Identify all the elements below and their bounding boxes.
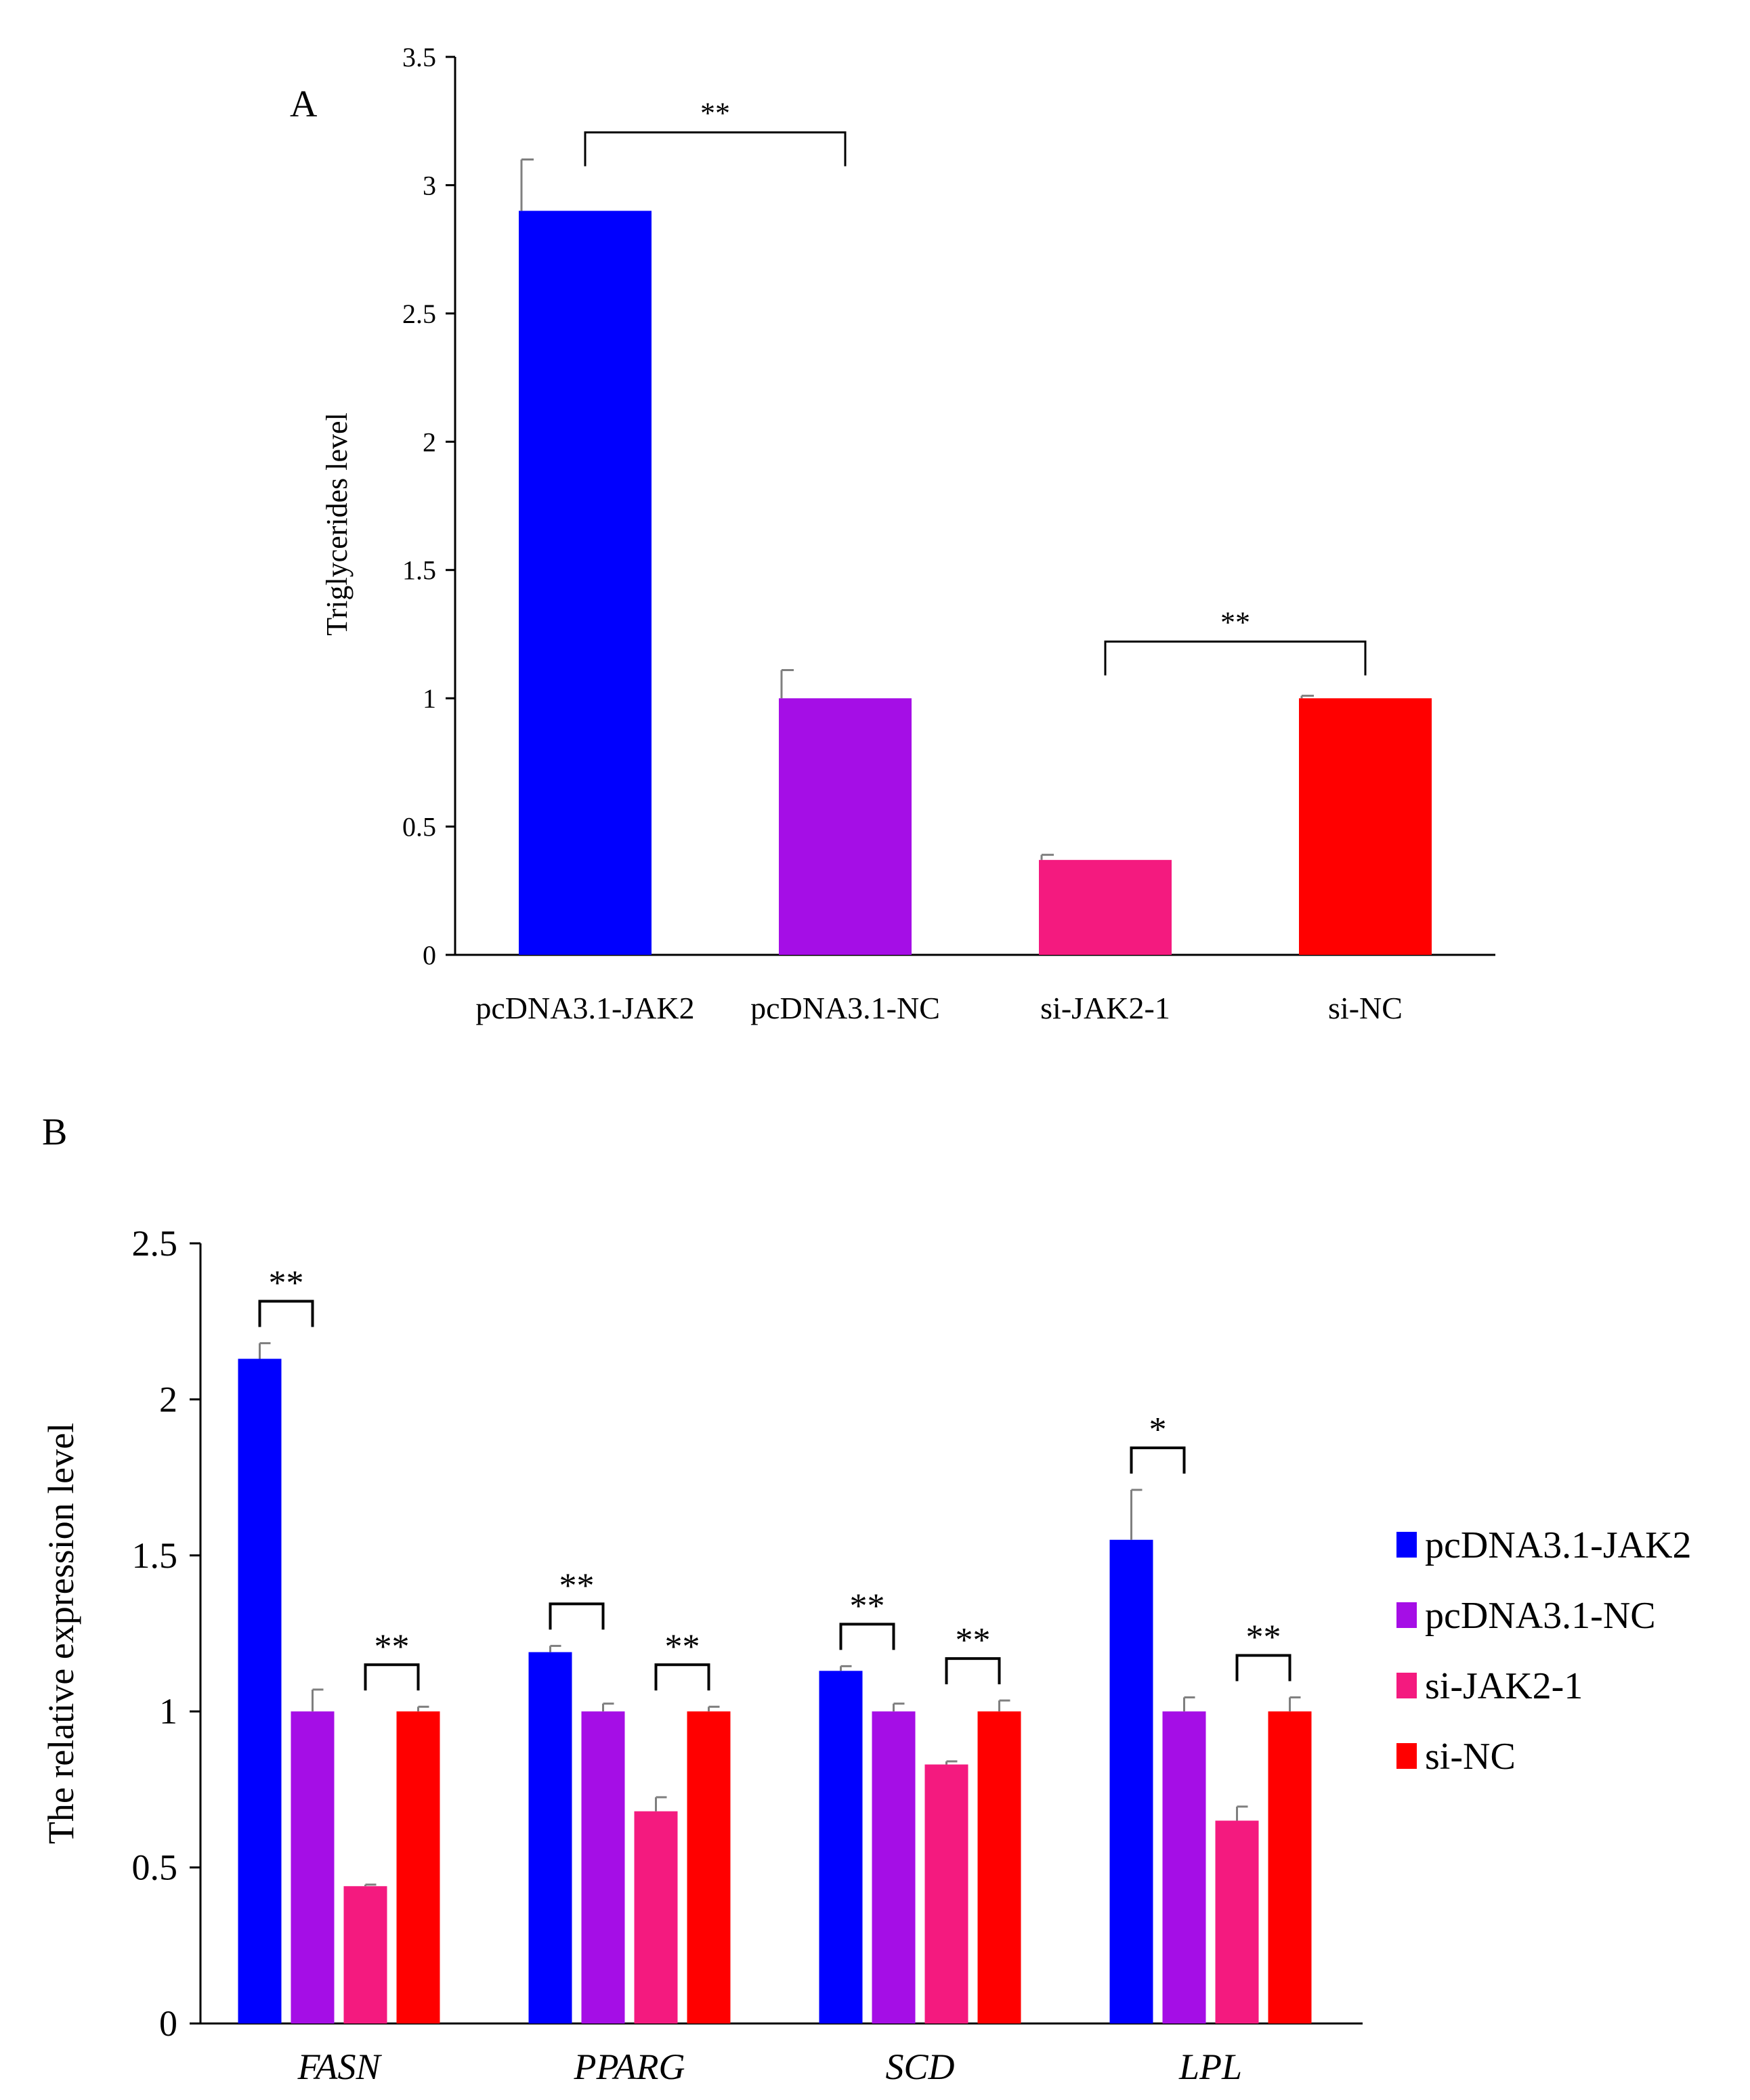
panel-b-significance-label: ** bbox=[956, 1621, 991, 1660]
panel-b-x-tick-label: LPL bbox=[1178, 2047, 1242, 2087]
panel-a-bar-2 bbox=[779, 698, 912, 955]
panel-b-y-tick-label: 0.5 bbox=[132, 1847, 178, 1888]
panel-b-significance-bracket bbox=[1130, 1447, 1186, 1474]
legend-swatch-3 bbox=[1396, 1673, 1417, 1698]
panel-b-significance-bracket bbox=[364, 1663, 420, 1691]
panel-b-significance-label: ** bbox=[559, 1566, 595, 1605]
legend-label-3: si-JAK2-1 bbox=[1425, 1665, 1583, 1707]
panel-a-x-labels: pcDNA3.1-JAK2 pcDNA3.1-NC si-JAK2-1 si-NC bbox=[475, 991, 1403, 1025]
panel-a-y-tick-label: 2 bbox=[423, 427, 436, 457]
panel-a: A Triglycerides level 0 0.5 1 1.5 2 2.5 3 3.5 p… bbox=[290, 42, 1495, 1025]
panel-a-y-tick-label: 0 bbox=[423, 940, 436, 970]
panel-b-y-tick-label: 2.5 bbox=[132, 1223, 178, 1264]
panel-b-bar-1-2 bbox=[291, 1711, 335, 2023]
panel-b-x-tick-label: SCD bbox=[885, 2047, 954, 2087]
panel-b-label: B bbox=[42, 1111, 67, 1153]
panel-b-x-tick-label: PPARG bbox=[574, 2047, 685, 2087]
panel-b-significance-bracket bbox=[839, 1623, 895, 1650]
panel-a-x-tick-label: si-NC bbox=[1328, 991, 1403, 1025]
panel-a-x-tick-label: si-JAK2-1 bbox=[1040, 991, 1170, 1025]
panel-a-y-tick-label: 0.5 bbox=[402, 812, 436, 842]
panel-b-significance-bracket bbox=[945, 1657, 1001, 1685]
legend-swatch-2 bbox=[1396, 1602, 1417, 1628]
panel-b-x-tick-label: FASN bbox=[297, 2047, 382, 2087]
panel-b-bar-2-2 bbox=[581, 1711, 625, 2023]
panel-a-y-ticks: 0 0.5 1 1.5 2 2.5 3 3.5 bbox=[402, 42, 455, 970]
panel-a-y-tick-label: 1 bbox=[423, 683, 436, 714]
panel-b-bar-4-2 bbox=[1162, 1711, 1206, 2023]
panel-b-significance-bracket bbox=[258, 1300, 314, 1327]
panel-b-bar-2-3 bbox=[634, 1811, 678, 2023]
panel-b-significance-label: ** bbox=[375, 1627, 410, 1666]
panel-b-significance-bracket bbox=[1235, 1654, 1292, 1681]
panel-b-significance-bracket bbox=[654, 1663, 710, 1691]
panel-a-significance: ** ** bbox=[584, 97, 1367, 676]
panel-b-x-labels: FASN PPARG SCD LPL bbox=[297, 2047, 1242, 2087]
panel-a-y-axis-label: Triglycerides level bbox=[320, 412, 354, 636]
panel-b-significance-label: ** bbox=[269, 1264, 304, 1302]
panel-a-x-tick-label: pcDNA3.1-JAK2 bbox=[475, 991, 694, 1025]
panel-a-significance-label: ** bbox=[1220, 605, 1250, 639]
panel-b-bar-1-3 bbox=[343, 1886, 387, 2023]
legend-swatch-4 bbox=[1396, 1743, 1417, 1769]
legend-label-4: si-NC bbox=[1425, 1736, 1516, 1778]
panel-b-y-tick-label: 0 bbox=[159, 2003, 177, 2044]
panel-b: B The relative expression level 0 0.5 1 1.5… bbox=[41, 1111, 1692, 2087]
panel-a-significance-bracket bbox=[584, 131, 847, 167]
panel-a-bar-1 bbox=[519, 211, 652, 955]
panel-b-significance: *************** bbox=[258, 1264, 1292, 1691]
panel-b-significance-label: ** bbox=[1246, 1618, 1281, 1656]
panel-b-significance-bracket bbox=[549, 1602, 605, 1630]
panel-a-significance-label: ** bbox=[700, 97, 730, 130]
panel-b-bar-1-1 bbox=[238, 1358, 282, 2023]
panel-b-y-axis-label: The relative expression level bbox=[41, 1423, 81, 1844]
panel-a-bar-4 bbox=[1299, 698, 1432, 955]
panel-b-error-bars bbox=[259, 1342, 1301, 1887]
legend-swatch-1 bbox=[1396, 1532, 1417, 1558]
legend-label-2: pcDNA3.1-NC bbox=[1425, 1595, 1656, 1637]
panel-b-bar-1-4 bbox=[396, 1711, 440, 2023]
panel-b-bar-2-1 bbox=[528, 1652, 572, 2023]
panel-b-legend: pcDNA3.1-JAK2 pcDNA3.1-NC si-JAK2-1 si-NC bbox=[1396, 1524, 1692, 1778]
panel-a-y-tick-label: 1.5 bbox=[402, 555, 436, 586]
panel-a-bar-3 bbox=[1039, 859, 1172, 955]
panel-a-y-tick-label: 2.5 bbox=[402, 299, 436, 329]
panel-b-bar-4-4 bbox=[1268, 1711, 1312, 2023]
legend-label-1: pcDNA3.1-JAK2 bbox=[1425, 1524, 1692, 1566]
panel-b-bar-3-1 bbox=[819, 1671, 863, 2023]
panel-b-bar-3-2 bbox=[872, 1711, 916, 2023]
panel-a-error-bars bbox=[520, 158, 1314, 860]
panel-b-significance-label: * bbox=[1149, 1411, 1167, 1449]
panel-a-significance-bracket bbox=[1104, 640, 1367, 676]
panel-b-y-tick-label: 1.5 bbox=[132, 1535, 178, 1576]
panel-a-y-tick-label: 3 bbox=[423, 170, 436, 200]
panel-a-label: A bbox=[290, 83, 318, 125]
panel-b-bar-4-1 bbox=[1109, 1539, 1153, 2023]
panel-b-bars bbox=[238, 1358, 1312, 2023]
panel-b-significance-label: ** bbox=[850, 1587, 885, 1625]
panel-b-bar-3-3 bbox=[924, 1764, 968, 2023]
panel-a-bars bbox=[519, 211, 1432, 955]
panel-a-x-tick-label: pcDNA3.1-NC bbox=[750, 991, 940, 1025]
panel-b-y-ticks: 0 0.5 1 1.5 2 2.5 bbox=[132, 1223, 200, 2044]
panel-b-bar-3-4 bbox=[977, 1711, 1021, 2023]
panel-b-bar-4-3 bbox=[1215, 1820, 1259, 2023]
panel-b-y-tick-label: 2 bbox=[159, 1379, 177, 1419]
panel-b-bar-2-4 bbox=[687, 1711, 731, 2023]
panel-a-y-tick-label: 3.5 bbox=[402, 42, 436, 72]
panel-b-y-tick-label: 1 bbox=[159, 1691, 177, 1732]
panel-b-significance-label: ** bbox=[665, 1627, 700, 1666]
